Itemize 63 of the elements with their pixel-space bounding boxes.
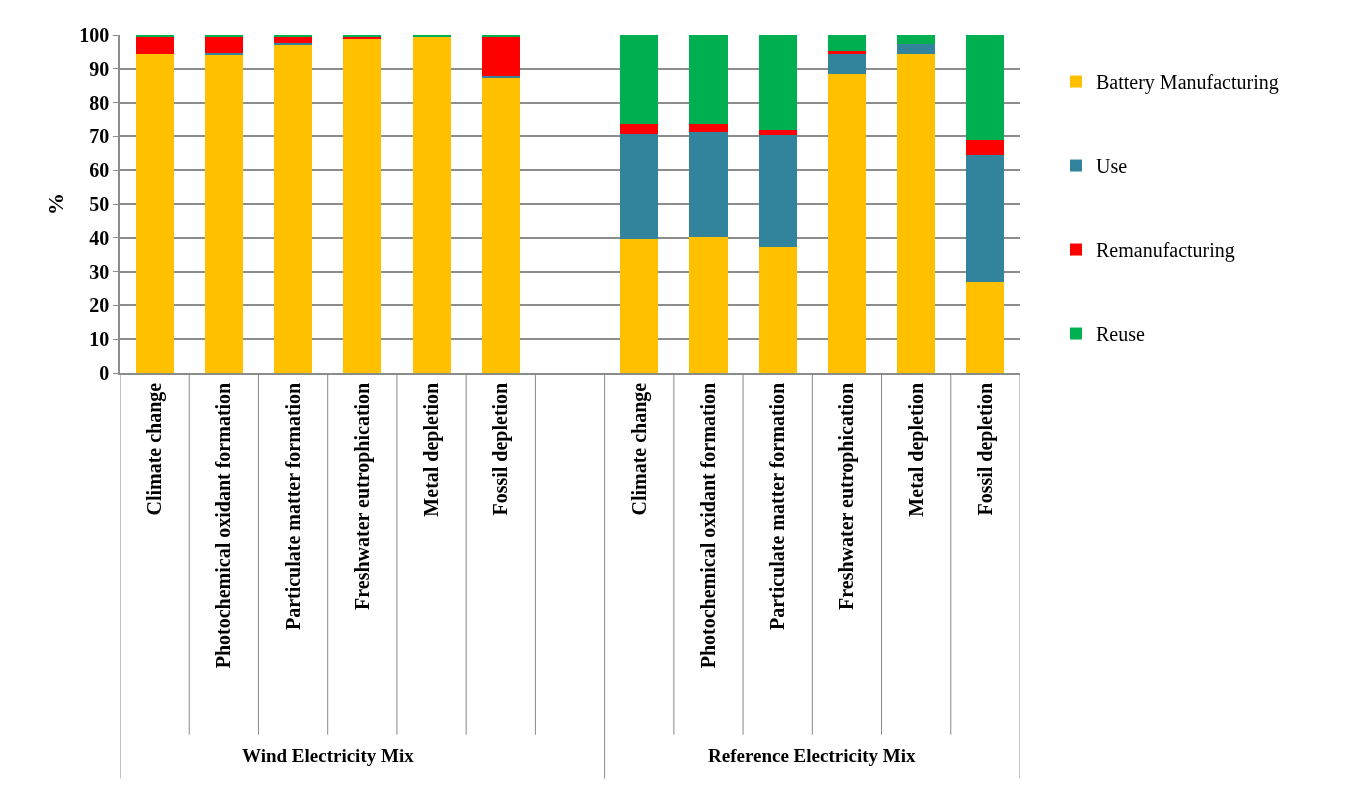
text: Reference Electricity Mix	[708, 745, 916, 766]
x-tick-label: Fossil depletion	[973, 382, 997, 516]
legend-label: Battery Manufacturing	[1096, 71, 1279, 95]
y-tick-label: 40	[89, 226, 110, 249]
y-tick-label: 100	[79, 24, 110, 46]
x-tick-label: Metal depletion	[904, 382, 928, 517]
bar	[897, 35, 936, 45]
bar	[204, 36, 243, 53]
bar	[966, 154, 1005, 283]
bar	[966, 139, 1005, 155]
bar	[897, 44, 936, 55]
bar	[689, 132, 728, 238]
x-tick-label: Particulate matter formation	[766, 382, 789, 631]
x-tick-label: Freshwater eutrophication	[350, 382, 374, 610]
bar	[689, 123, 728, 133]
y-tick-label: 80	[89, 91, 110, 114]
bar	[204, 54, 243, 373]
bar	[135, 53, 174, 373]
bar	[689, 237, 728, 373]
legend-label: Reuse	[1096, 323, 1145, 346]
bar	[758, 129, 797, 136]
bar	[827, 35, 866, 51]
x-tick-label: Fossil depletion	[489, 382, 513, 516]
x-tick-label: Photochemical oxidant formation	[696, 382, 719, 669]
y-tick-label: 90	[89, 57, 110, 80]
bar	[620, 134, 659, 239]
x-tick-label: Metal depletion	[420, 382, 444, 517]
bar	[412, 36, 451, 373]
bar	[274, 44, 313, 373]
bar	[827, 54, 866, 74]
x-tick-label: Climate change	[143, 382, 167, 516]
bar	[620, 35, 659, 124]
bar	[758, 35, 797, 130]
y-tick-label: 30	[89, 260, 110, 283]
bar	[758, 135, 797, 248]
bar	[343, 38, 382, 373]
bar	[481, 75, 520, 78]
bar	[966, 282, 1005, 373]
y-tick-label: 60	[89, 159, 110, 182]
y-tick-label: 10	[89, 328, 110, 351]
y-tick-label: 20	[89, 294, 110, 317]
legend-label: Use	[1096, 155, 1128, 178]
bar	[135, 36, 174, 54]
bar	[966, 35, 1005, 140]
x-tick-label: Photochemical oxidant formation	[212, 382, 235, 669]
x-tick-label: Particulate matter formation	[281, 382, 304, 631]
bar	[620, 123, 659, 135]
bar	[481, 36, 520, 76]
bar	[620, 238, 659, 373]
bar	[274, 36, 313, 43]
bar	[897, 54, 936, 373]
x-tick-label: Freshwater eutrophication	[835, 382, 859, 610]
y-tick-label: 70	[89, 125, 110, 148]
y-tick-label: 50	[89, 193, 110, 215]
bar	[827, 73, 866, 373]
bar	[481, 77, 520, 373]
text: Wind Electricity Mix	[242, 745, 415, 766]
y-axis-title: %	[42, 193, 68, 215]
x-tick-label: Climate change	[627, 382, 651, 516]
bar	[689, 35, 728, 124]
bar	[758, 247, 797, 373]
y-tick-label: 0	[99, 362, 110, 384]
legend-label: Remanufacturing	[1096, 239, 1235, 263]
